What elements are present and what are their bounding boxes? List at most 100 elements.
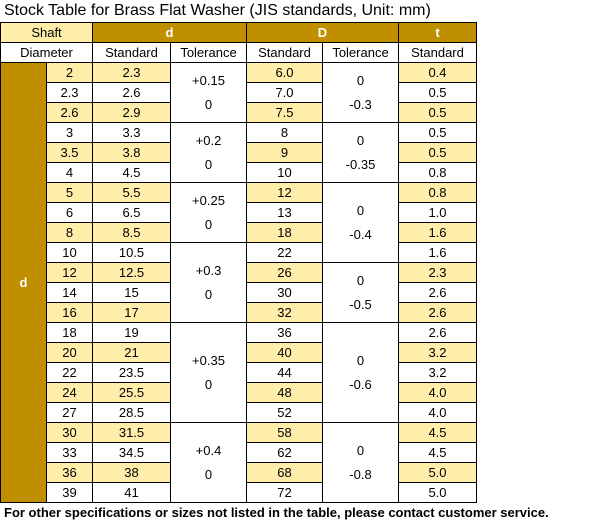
header-cell: Tolerance xyxy=(322,42,399,63)
tolerance-value: 0 xyxy=(356,352,365,368)
D-standard: 26 xyxy=(246,262,323,283)
D-standard: 13 xyxy=(246,202,323,223)
tolerance-value: +0.25 xyxy=(192,192,225,208)
d-standard: 3.8 xyxy=(92,142,171,163)
d-standard: 2.9 xyxy=(92,102,171,123)
d-standard: 3.3 xyxy=(92,122,171,143)
t-standard: 2.3 xyxy=(398,262,477,283)
title: Stock Table for Brass Flat Washer (JIS s… xyxy=(4,2,431,19)
d-standard: 28.5 xyxy=(92,402,171,423)
t-standard: 0.5 xyxy=(398,102,477,123)
table-row: 6 6.5 13 1.0 xyxy=(1,202,477,223)
tolerance-value: -0.35 xyxy=(345,156,376,172)
shaft-diameter: 2 xyxy=(46,62,93,83)
t-standard: 2.6 xyxy=(398,322,477,343)
d-standard: 41 xyxy=(92,482,171,503)
tolerance-cell: +0.25 0 xyxy=(170,182,247,243)
tolerance-value: 0 xyxy=(204,216,213,232)
tolerance-cell: 0 -0.8 xyxy=(322,422,399,503)
D-standard: 7.0 xyxy=(246,82,323,103)
d-standard: 38 xyxy=(92,462,171,483)
tolerance-value: 0 xyxy=(356,72,365,88)
d-standard: 21 xyxy=(92,342,171,363)
header-cell: t xyxy=(398,22,477,43)
d-standard: 8.5 xyxy=(92,222,171,243)
t-standard: 0.4 xyxy=(398,62,477,83)
table-row: 39 41 72 5.0 xyxy=(1,482,477,503)
t-standard: 0.8 xyxy=(398,182,477,203)
tolerance-value: -0.4 xyxy=(349,226,372,242)
D-standard: 36 xyxy=(246,322,323,343)
tolerance-value: -0.8 xyxy=(349,466,372,482)
tolerance-value: 0 xyxy=(204,286,213,302)
table-row: 27 28.5 52 4.0 xyxy=(1,402,477,423)
table-row: 14 15 30 2.6 xyxy=(1,282,477,303)
t-standard: 1.6 xyxy=(398,242,477,263)
D-standard: 58 xyxy=(246,422,323,443)
tolerance-value: +0.15 xyxy=(192,72,225,88)
table-row: 10 10.5 +0.3 0 22 1.6 xyxy=(1,242,477,323)
d-standard: 34.5 xyxy=(92,442,171,463)
shaft-diameter: 6 xyxy=(46,202,93,223)
shaft-diameter: 4 xyxy=(46,162,93,183)
shaft-diameter: 3 xyxy=(46,122,93,143)
tolerance-cell: 0 -0.6 xyxy=(322,322,399,423)
header-cell: Standard xyxy=(246,42,323,63)
D-standard: 68 xyxy=(246,462,323,483)
tolerance-cell: +0.3 0 xyxy=(170,242,247,323)
shaft-diameter: 20 xyxy=(46,342,93,363)
t-standard: 4.5 xyxy=(398,442,477,463)
t-standard: 1.0 xyxy=(398,202,477,223)
tolerance-cell: 0 -0.35 xyxy=(322,122,399,183)
table-row: 5 5.5 +0.25 0 12 0 -0.4 0.8 xyxy=(1,182,477,263)
tolerance-value: -0.6 xyxy=(349,376,372,392)
d-standard: 4.5 xyxy=(92,162,171,183)
tolerance-value: +0.2 xyxy=(195,132,222,148)
D-standard: 72 xyxy=(246,482,323,503)
t-standard: 4.5 xyxy=(398,422,477,443)
tolerance-value: +0.3 xyxy=(195,262,222,278)
t-standard: 1.6 xyxy=(398,222,477,243)
header-cell: Standard xyxy=(92,42,171,63)
shaft-diameter: 30 xyxy=(46,422,93,443)
t-standard: 0.8 xyxy=(398,162,477,183)
header-cell: D xyxy=(246,22,399,43)
d-standard: 2.3 xyxy=(92,62,171,83)
shaft-diameter: 14 xyxy=(46,282,93,303)
tolerance-value: +0.35 xyxy=(192,352,225,368)
tolerance-value: 0 xyxy=(204,96,213,112)
tolerance-value: 0 xyxy=(356,272,365,288)
shaft-diameter: 10 xyxy=(46,242,93,263)
tolerance-cell: 0 -0.3 xyxy=(322,62,399,123)
tolerance-value: 0 xyxy=(356,442,365,458)
tolerance-cell: 0 -0.5 xyxy=(322,262,399,323)
D-standard: 32 xyxy=(246,302,323,323)
side-label: d xyxy=(0,62,47,503)
shaft-diameter: 2.6 xyxy=(46,102,93,123)
shaft-diameter: 33 xyxy=(46,442,93,463)
t-standard: 2.6 xyxy=(398,282,477,303)
shaft-diameter: 16 xyxy=(46,302,93,323)
shaft-diameter: 36 xyxy=(46,462,93,483)
D-standard: 12 xyxy=(246,182,323,203)
shaft-diameter: 22 xyxy=(46,362,93,383)
table-row: 8 8.5 18 1.6 xyxy=(1,222,477,243)
D-standard: 9 xyxy=(246,142,323,163)
header-cell: Tolerance xyxy=(170,42,247,63)
d-standard: 25.5 xyxy=(92,382,171,403)
tolerance-value: 0 xyxy=(204,156,213,172)
d-standard: 6.5 xyxy=(92,202,171,223)
table-row: 3 3.3 +0.2 0 8 0 -0.35 0.5 xyxy=(1,122,477,183)
t-standard: 2.6 xyxy=(398,302,477,323)
shaft-diameter: 8 xyxy=(46,222,93,243)
tolerance-value: 0 xyxy=(204,376,213,392)
t-standard: 0.5 xyxy=(398,122,477,143)
d-standard: 15 xyxy=(92,282,171,303)
d-standard: 23.5 xyxy=(92,362,171,383)
header-cell: Diameter xyxy=(0,42,93,63)
d-standard: 19 xyxy=(92,322,171,343)
tolerance-value: 0 xyxy=(356,132,365,148)
table-row: 24 25.5 48 4.0 xyxy=(1,382,477,403)
table-row: 2.6 2.9 7.5 0.5 xyxy=(1,102,477,123)
tolerance-cell: +0.35 0 xyxy=(170,322,247,423)
